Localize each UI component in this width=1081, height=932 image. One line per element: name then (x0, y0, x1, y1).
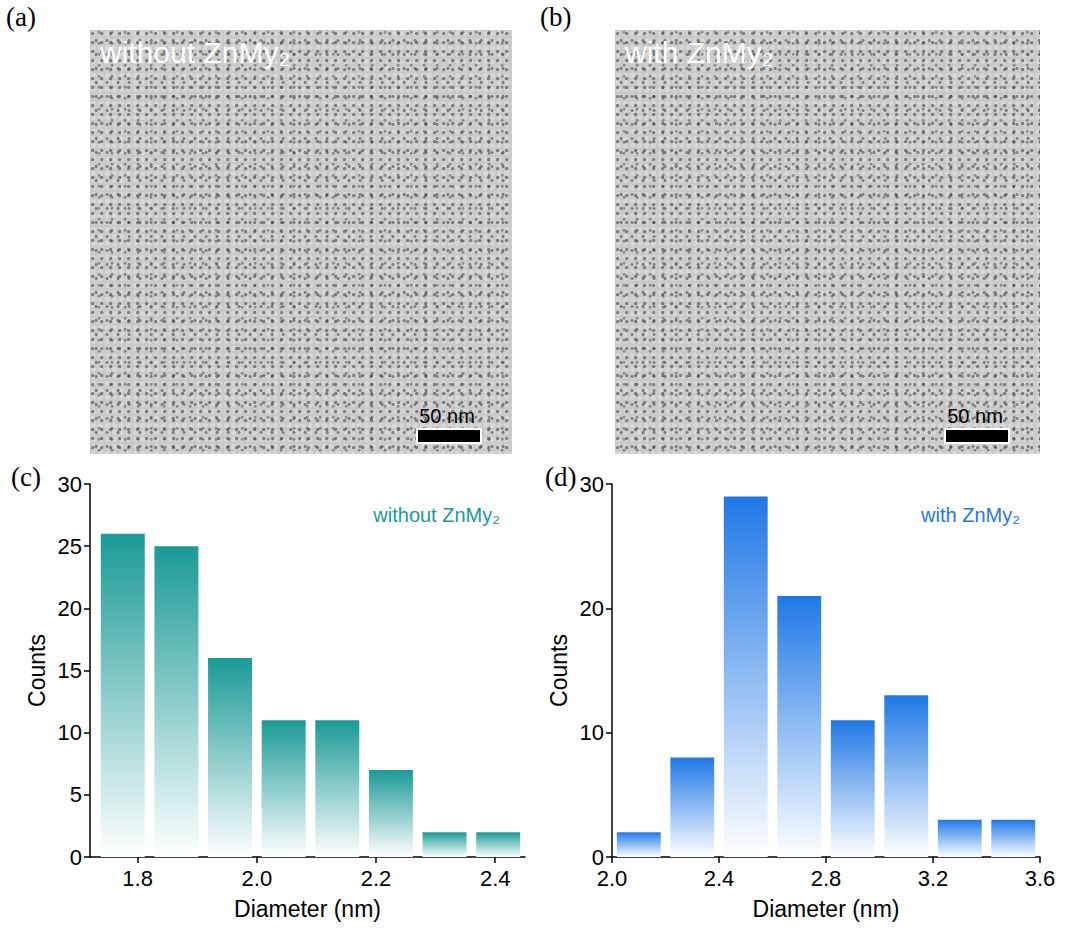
svg-text:Counts: Counts (24, 634, 50, 707)
svg-text:2.4: 2.4 (480, 866, 511, 891)
html-text:(b): (b) (540, 2, 572, 32)
svg-text:Diameter (nm): Diameter (nm) (234, 896, 381, 922)
svg-text:10: 10 (58, 720, 82, 745)
svg-text:0: 0 (591, 844, 604, 870)
svg-text:3.2: 3.2 (918, 866, 949, 891)
svg-text:3.6: 3.6 (1025, 866, 1056, 891)
svg-text:2.2: 2.2 (361, 866, 392, 891)
svg-text:with ZnMy₂: with ZnMy₂ (920, 504, 1020, 526)
svg-text:5: 5 (70, 782, 82, 807)
svg-text:20: 20 (58, 596, 82, 621)
svg-text:15: 15 (58, 658, 82, 683)
svg-text:2.8: 2.8 (811, 866, 842, 891)
svg-text:2.0: 2.0 (597, 866, 628, 891)
html-text:(a): (a) (6, 2, 36, 32)
svg-text:25: 25 (58, 534, 82, 559)
svg-text:2.0: 2.0 (242, 866, 273, 891)
svg-text:1.8: 1.8 (122, 866, 153, 891)
svg-text:2.4: 2.4 (704, 866, 735, 891)
html-text:without ZnMy₂: without ZnMy₂ (100, 36, 290, 69)
svg-text:20: 20 (580, 596, 604, 621)
svg-text:30: 30 (580, 472, 604, 497)
svg-text:without ZnMy₂: without ZnMy₂ (372, 504, 500, 526)
svg-text:Counts: Counts (546, 634, 572, 707)
html-text:with ZnMy₂: with ZnMy₂ (625, 36, 774, 69)
html-text:50 nm: 50 nm (419, 405, 475, 427)
svg-text:0: 0 (70, 845, 82, 870)
svg-text:Diameter (nm): Diameter (nm) (753, 896, 900, 922)
svg-text:10: 10 (580, 720, 604, 745)
svg-text:(c): (c) (11, 462, 41, 492)
svg-text:30: 30 (58, 472, 82, 497)
svg-text:(d): (d) (545, 462, 576, 492)
html-text:50 nm: 50 nm (947, 405, 1003, 427)
